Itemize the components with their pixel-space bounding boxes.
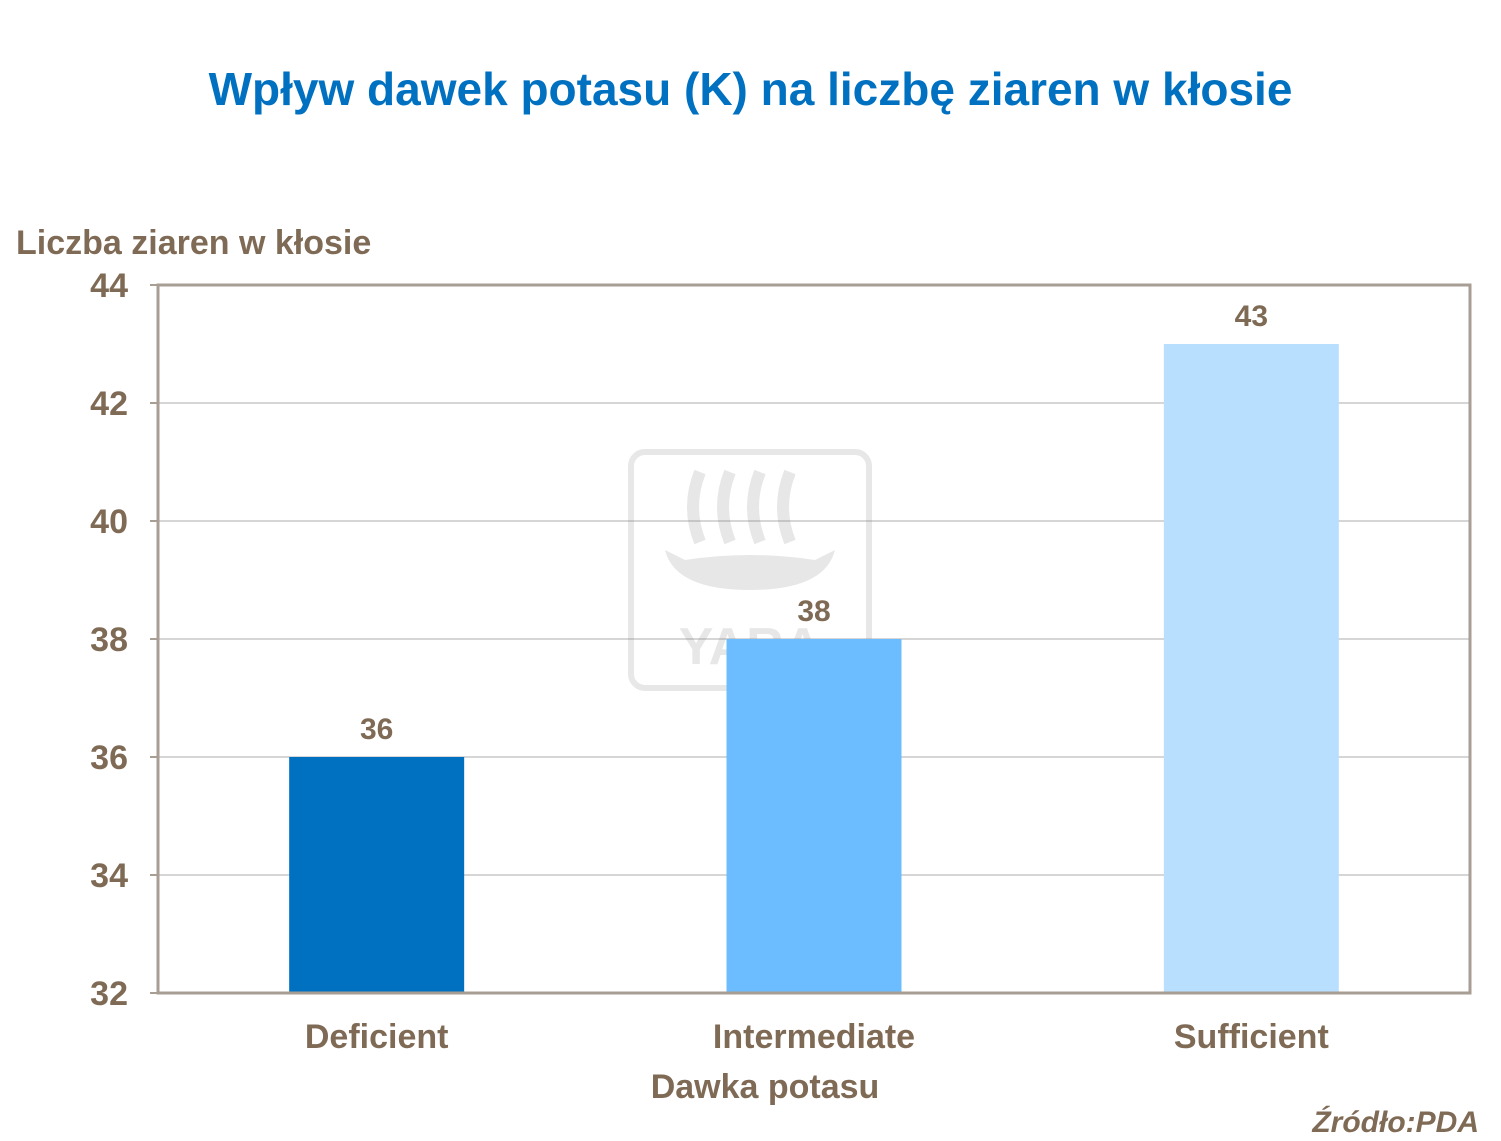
source-note: Źródło:PDA xyxy=(1312,1106,1479,1139)
y-tick-label: 34 xyxy=(90,857,128,895)
y-tick-label: 44 xyxy=(90,267,128,305)
y-tick-label: 42 xyxy=(90,385,128,423)
category-label: Deficient xyxy=(305,1018,449,1056)
data-label: 36 xyxy=(360,713,393,746)
x-axis-label: Dawka potasu xyxy=(650,1068,880,1106)
bar-deficient xyxy=(289,757,465,993)
y-tick-label: 36 xyxy=(90,739,128,777)
data-label: 43 xyxy=(1235,300,1268,333)
data-label: 38 xyxy=(797,595,830,628)
y-tick-label: 40 xyxy=(90,503,128,541)
bar-sufficient xyxy=(1163,344,1339,993)
category-labels: Deficient Intermediate Sufficient xyxy=(305,1018,1329,1056)
y-ticks: 32 34 36 38 40 42 44 xyxy=(90,267,158,1013)
category-label: Intermediate xyxy=(713,1018,915,1056)
bar-intermediate xyxy=(726,639,902,993)
chart-title: Wpływ dawek potasu (K) na liczbę ziaren … xyxy=(208,63,1293,115)
y-tick-label: 38 xyxy=(90,621,128,659)
yara-watermark: YARA xyxy=(628,449,872,691)
category-label: Sufficient xyxy=(1174,1018,1329,1056)
y-axis-label: Liczba ziaren w kłosie xyxy=(16,224,372,262)
bars: 36 38 43 xyxy=(289,300,1339,993)
y-tick-label: 32 xyxy=(90,975,128,1013)
